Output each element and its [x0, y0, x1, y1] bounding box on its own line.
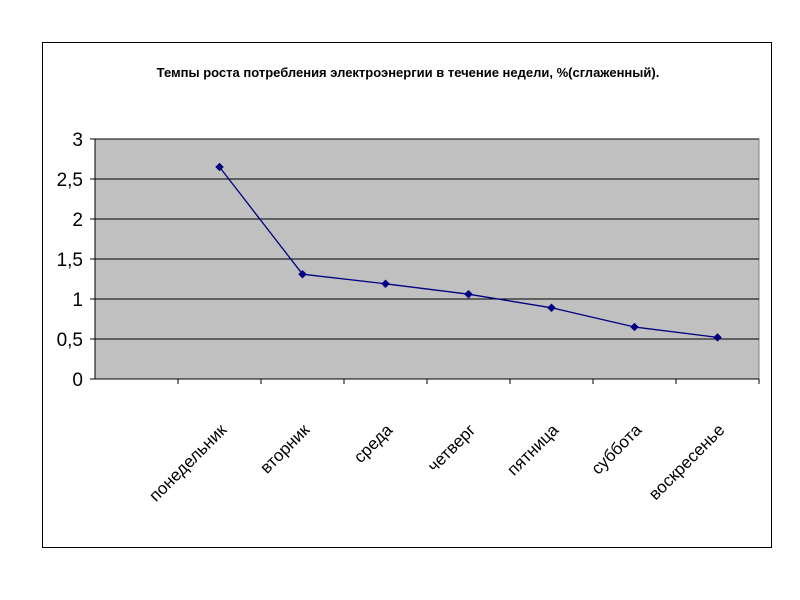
y-tick-label: 0,5: [57, 330, 83, 351]
y-tick-labels: 0 0,5 1 1,5 2 2,5 3: [57, 130, 83, 391]
y-tick-label: 1: [72, 290, 83, 311]
data-point: [381, 279, 390, 289]
data-point: [547, 303, 556, 313]
x-tick-label: четверг: [424, 420, 479, 475]
x-tick-labels: понедельник вторник среда четверг пятница суб…: [145, 420, 728, 505]
x-tick-label: воскресенье: [645, 420, 728, 503]
x-tick-label: среда: [350, 420, 397, 467]
x-tick-label: суббота: [587, 420, 645, 478]
x-tick-label: пятница: [503, 420, 562, 479]
x-tick-label: вторник: [256, 420, 313, 477]
data-point: [630, 322, 639, 332]
data-point: [713, 333, 722, 342]
y-tick-label: 1,5: [57, 250, 83, 271]
y-tick-label: 2,5: [57, 170, 83, 191]
data-point: [215, 162, 224, 172]
axes: [90, 138, 760, 384]
x-tick-label: понедельник: [145, 420, 230, 505]
y-tick-label: 0: [72, 370, 83, 391]
gridlines: [95, 138, 759, 340]
data-point: [298, 269, 307, 279]
series-layer: [215, 162, 722, 342]
chart-title: Темпы роста потребления электроэнергии в…: [157, 65, 660, 80]
data-point: [464, 289, 473, 299]
y-tick-label: 2: [72, 210, 83, 231]
y-tick-label: 3: [72, 130, 83, 151]
